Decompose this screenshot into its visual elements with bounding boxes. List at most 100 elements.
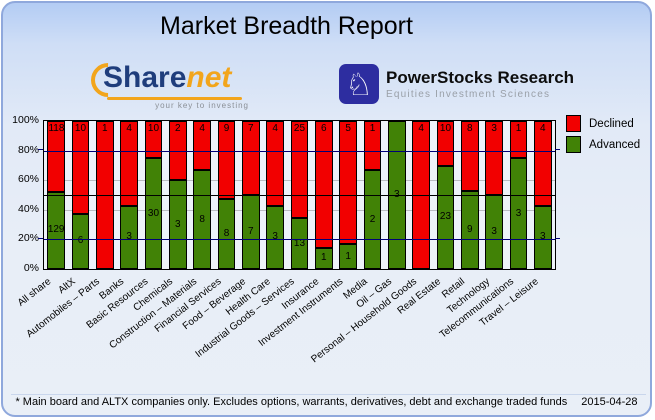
advanced-count: 8 xyxy=(223,228,230,240)
reference-line-50 xyxy=(44,195,555,196)
bar-Basic Resources: 10 30 xyxy=(144,121,163,269)
sharenet-logo: Sharenet your key to investing xyxy=(83,55,251,110)
declined-segment: 1 xyxy=(363,121,382,171)
y-tick-label: 20% xyxy=(17,232,39,245)
chart-legend: Declined Advanced xyxy=(566,115,640,157)
bar-Investment Instruments: 51 xyxy=(339,121,357,269)
declined-count: 8 xyxy=(467,123,473,134)
bar-AltX: 10 6 xyxy=(71,121,90,269)
advanced-segment: 2 xyxy=(363,170,382,269)
advanced-segment: 3 xyxy=(266,205,284,269)
footer-separator xyxy=(11,394,646,395)
advanced-count: 1 xyxy=(321,252,327,264)
legend-label-declined: Declined xyxy=(589,117,634,130)
declined-swatch-icon xyxy=(566,115,581,132)
declined-segment: 8 xyxy=(461,121,479,191)
declined-count: 4 xyxy=(418,123,424,134)
advanced-swatch-icon xyxy=(566,136,581,153)
bar-Financial Services: 98 xyxy=(217,121,236,269)
declined-segment: 4 xyxy=(534,121,552,206)
bar-Travel – Leisure: 43 xyxy=(534,121,552,269)
bar-Industrial Goods – Services: 25 13 xyxy=(290,121,309,269)
sharenet-underline xyxy=(107,97,242,100)
advanced-segment: 3 xyxy=(509,158,528,269)
declined-segment: 25 xyxy=(290,121,309,219)
declined-count: 4 xyxy=(126,123,132,134)
advanced-count: 7 xyxy=(248,226,254,237)
declined-count: 118 xyxy=(48,123,65,134)
y-tick-20-right xyxy=(555,238,560,239)
y-tick-label: 40% xyxy=(17,202,39,215)
advanced-segment: 30 xyxy=(144,158,163,269)
y-tick-label: 0% xyxy=(23,262,39,274)
advanced-segment: 3 xyxy=(169,180,187,269)
advanced-count: 3 xyxy=(394,190,400,200)
legend-item-declined: Declined xyxy=(566,115,640,132)
declined-count: 9 xyxy=(223,123,230,134)
advanced-segment: 1 xyxy=(339,244,357,269)
declined-segment: 7 xyxy=(242,121,260,195)
advanced-count: 2 xyxy=(369,213,376,225)
declined-segment: 4 xyxy=(120,121,138,206)
declined-count: 1 xyxy=(369,123,376,134)
advanced-segment: 3 xyxy=(534,205,552,269)
declined-count: 5 xyxy=(345,123,351,134)
footer: * Main board and ALTX companies only. Ex… xyxy=(3,396,650,408)
bar-Health Care: 43 xyxy=(266,121,284,269)
declined-segment: 10 xyxy=(71,121,90,214)
sharenet-tagline: your key to investing xyxy=(155,101,249,110)
declined-segment: 3 xyxy=(485,121,503,195)
advanced-count: 13 xyxy=(293,237,306,249)
sharenet-wordmark: Sharenet xyxy=(103,61,231,95)
advanced-count: 8 xyxy=(199,213,205,225)
declined-count: 25 xyxy=(293,123,306,134)
bar-Food – Beverage: 77 xyxy=(242,121,260,269)
declined-segment: 5 xyxy=(339,121,357,245)
declined-count: 2 xyxy=(175,123,181,134)
y-tick-20-left xyxy=(38,238,43,239)
y-tick-80-left xyxy=(38,149,43,150)
declined-count: 10 xyxy=(74,123,87,134)
y-tick-label: 80% xyxy=(17,143,39,156)
declined-count: 10 xyxy=(147,123,160,134)
declined-count: 7 xyxy=(248,123,254,134)
advanced-segment: 3 xyxy=(485,195,503,269)
advanced-count: 3 xyxy=(515,207,522,219)
sharenet-word-share: Share xyxy=(103,61,187,94)
knight-chess-icon: ♘ xyxy=(339,64,379,104)
declined-segment: 118 xyxy=(47,121,65,192)
advanced-count: 3 xyxy=(272,231,278,243)
declined-segment: 9 xyxy=(217,121,236,200)
advanced-segment: 129 xyxy=(47,191,65,269)
gridline-20 xyxy=(44,239,555,241)
y-axis-labels: 100% 80% 60% 40% 20% 0% xyxy=(3,114,39,274)
chart-plot-area: 1181291061431030234898774325136151123410… xyxy=(43,120,556,270)
declined-count: 6 xyxy=(321,123,327,134)
powerstocks-logo: ♘ PowerStocks Research Equities Investme… xyxy=(339,61,574,107)
declined-segment: 6 xyxy=(315,121,333,248)
advanced-count: 1 xyxy=(345,250,351,262)
advanced-count: 3 xyxy=(491,226,497,237)
y-tick-label: 60% xyxy=(17,173,39,186)
gridline-80 xyxy=(44,150,555,152)
powerstocks-subtitle: Equities Investment Sciences xyxy=(386,89,551,100)
declined-segment: 10 xyxy=(436,121,455,166)
declined-segment: 4 xyxy=(193,121,211,171)
legend-item-advanced: Advanced xyxy=(566,136,640,153)
advanced-count: 23 xyxy=(439,211,452,223)
advanced-count: 129 xyxy=(47,224,65,236)
bar-Real Estate: 10 23 xyxy=(436,121,455,269)
bars-layer: 1181291061431030234898774325136151123410… xyxy=(44,121,555,269)
advanced-segment: 8 xyxy=(217,199,236,269)
advanced-segment: 7 xyxy=(242,195,260,269)
declined-count: 4 xyxy=(272,123,278,134)
advanced-segment: 13 xyxy=(290,218,309,269)
declined-segment: 1 xyxy=(509,121,528,158)
declined-segment: 4 xyxy=(266,121,284,206)
powerstocks-name: PowerStocks Research xyxy=(386,68,575,87)
declined-count: 3 xyxy=(491,123,497,134)
report-date: 2015-04-28 xyxy=(581,396,638,408)
